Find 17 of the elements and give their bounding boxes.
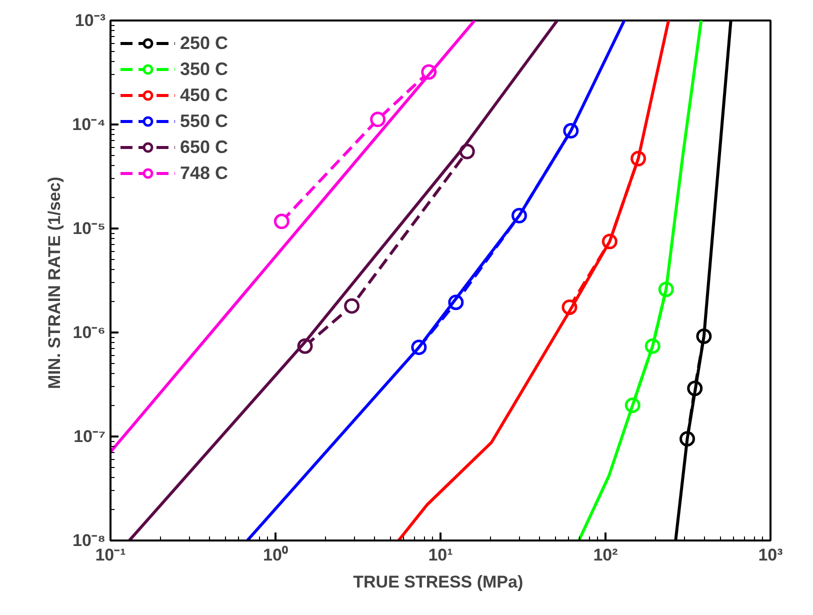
y-axis-title: MIN. STRAIN RATE (1/sec) (45, 176, 64, 389)
y-tick-label: 10⁻⁴ (72, 115, 106, 134)
y-tick-label: 10⁻⁶ (72, 323, 106, 342)
x-tick-label: 10³ (758, 546, 784, 564)
y-tick-label: 10⁻³ (74, 11, 106, 30)
legend-label: 350 C (180, 58, 228, 80)
x-tick-label: 10⁰ (263, 546, 288, 564)
legend-label: 650 C (180, 136, 228, 158)
x-axis-title: TRUE STRESS (MPa) (353, 572, 524, 592)
legend-label: 550 C (180, 110, 228, 132)
legend-label: 748 C (180, 162, 228, 184)
x-tick-label: 10¹ (428, 546, 454, 564)
y-tick-label: 10⁻⁷ (74, 427, 106, 446)
legend-label: 250 C (180, 32, 228, 54)
y-tick-label: 10⁻⁵ (72, 219, 106, 238)
x-tick-label: 10² (593, 546, 618, 564)
legend-label: 450 C (180, 84, 228, 106)
